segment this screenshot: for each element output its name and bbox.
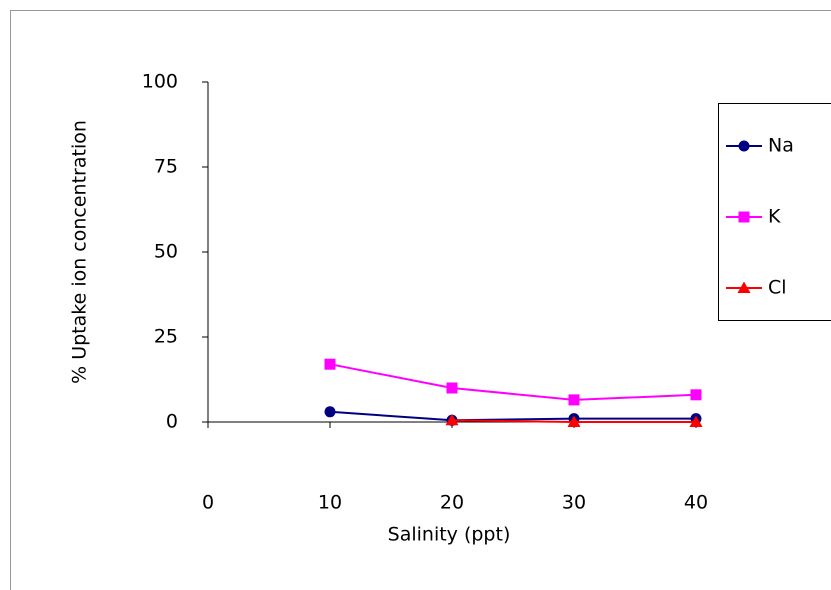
legend-label: K <box>768 206 781 228</box>
point <box>445 413 459 426</box>
x-tick-label: 20 <box>440 492 464 514</box>
legend-box <box>718 103 831 321</box>
point <box>568 394 580 406</box>
x-tick-label: 30 <box>562 492 586 514</box>
point <box>738 211 750 223</box>
y-tick-label: 0 <box>166 411 178 433</box>
point <box>324 406 336 418</box>
series-line <box>329 363 697 401</box>
series-line <box>329 410 696 422</box>
point <box>689 415 703 427</box>
legend-label: Na <box>768 135 794 157</box>
point <box>690 389 702 401</box>
point <box>446 382 458 394</box>
point <box>324 358 336 370</box>
legend-label: Cl <box>768 277 787 299</box>
point <box>737 281 751 293</box>
y-tick-label: 75 <box>154 156 178 178</box>
y-axis-label: % Uptake ion concentration <box>69 120 91 384</box>
chart-frame <box>10 10 831 590</box>
x-axis-label: Salinity (ppt) <box>388 524 511 546</box>
y-tick-label: 100 <box>142 71 178 93</box>
x-tick-label: 40 <box>684 492 708 514</box>
x-tick-label: 0 <box>202 492 214 514</box>
y-tick-label: 50 <box>154 241 178 263</box>
y-tick-label: 25 <box>154 326 178 348</box>
x-tick-label: 10 <box>318 492 342 514</box>
point <box>567 415 581 427</box>
point <box>738 140 750 152</box>
